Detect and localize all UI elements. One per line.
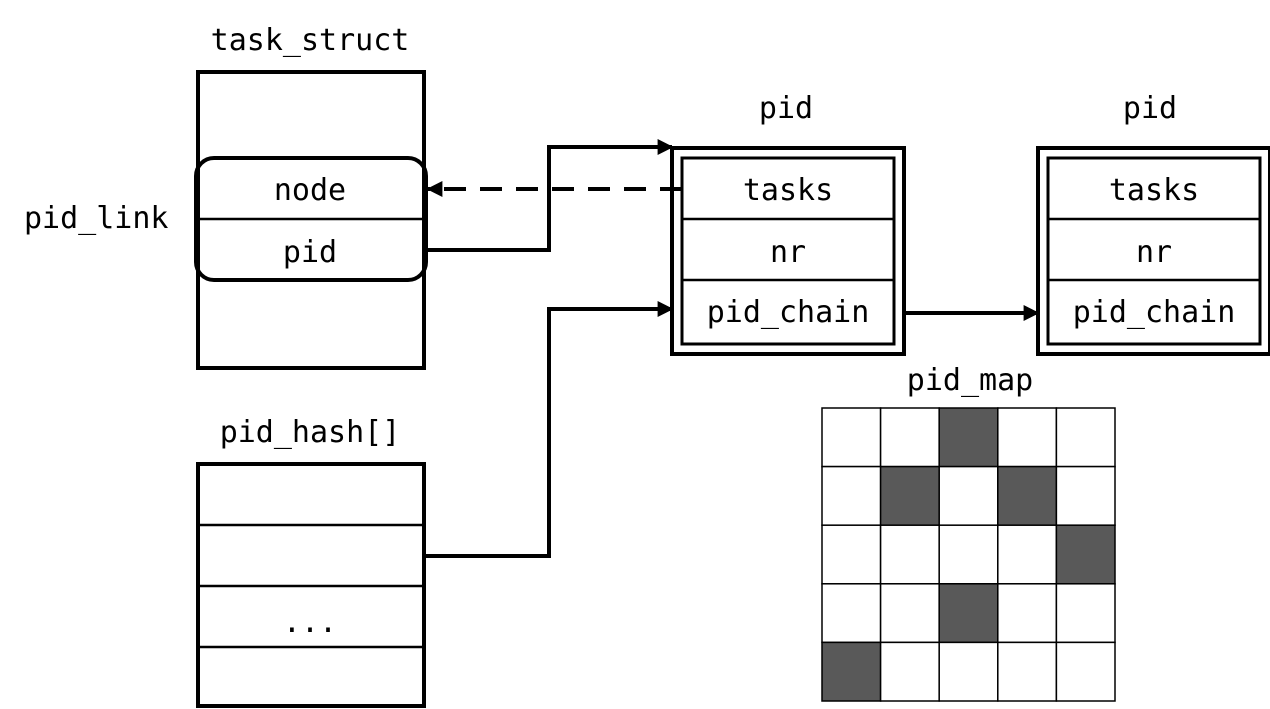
pid-map-cell-free <box>879 583 940 644</box>
pid-map-cell-free <box>821 407 882 468</box>
field-pid: pid <box>283 235 337 270</box>
pid-map-cell-used <box>997 465 1058 526</box>
pid-to-pid-node-arrow <box>426 139 674 252</box>
pid-node-2-pid-chain: pid_chain <box>1073 295 1236 330</box>
pid-node-2-outer <box>1036 146 1270 356</box>
pid-hash-title: pid_hash[] <box>220 415 401 450</box>
pid-map-cell-free <box>879 407 940 468</box>
pid-map-cell-free <box>997 583 1058 644</box>
pid-node-2-nr: nr <box>1136 235 1172 270</box>
pid-map-cell-free <box>821 583 882 644</box>
pid-map-cell-free <box>1055 465 1116 526</box>
task-struct-title: task_struct <box>211 23 410 58</box>
pid-map-cell-free <box>938 524 999 585</box>
pid-node-2-title: pid <box>1123 91 1177 126</box>
pid-link-outline <box>194 156 428 282</box>
pid-node-1-outer <box>670 146 906 356</box>
pid-map-cell-free <box>1055 641 1116 702</box>
pid-hash: pid_hash[] ... <box>196 415 426 708</box>
pid-map: pid_map <box>821 363 1116 702</box>
pid-node-1-pid-chain: pid_chain <box>707 295 870 330</box>
pid-map-cell-free <box>821 524 882 585</box>
pid-map-cell-used <box>879 465 940 526</box>
pid-map-cell-free <box>997 524 1058 585</box>
pid-node-1-tasks: tasks <box>743 173 833 208</box>
pid-node-2: pid tasks nr pid_chain <box>1036 91 1270 356</box>
pid-map-cell-free <box>1055 583 1116 644</box>
pid-map-grid <box>821 407 1116 702</box>
pid-node-2-tasks: tasks <box>1109 173 1199 208</box>
pid-node-1-nr: nr <box>770 235 806 270</box>
pid-hash-ellipsis: ... <box>283 605 337 640</box>
pid-map-cell-used <box>821 641 882 702</box>
pid-map-cell-free <box>879 641 940 702</box>
pid-map-cell-free <box>879 524 940 585</box>
pid-link-label: pid_link <box>24 201 169 236</box>
pid-node-1-title: pid <box>759 91 813 126</box>
pid-map-cell-free <box>997 407 1058 468</box>
pid-map-cell-used <box>938 407 999 468</box>
pid-node-1: pid tasks nr pid_chain <box>670 91 906 356</box>
pid-map-cell-free <box>938 465 999 526</box>
field-node: node <box>274 173 346 208</box>
pid-map-cell-free <box>1055 407 1116 468</box>
pid-map-cell-free <box>938 641 999 702</box>
pid-map-cell-free <box>821 465 882 526</box>
pid-map-cell-used <box>938 583 999 644</box>
pid-hash-to-pid-chain-arrow <box>426 301 674 558</box>
pid-node-2-inner <box>1046 156 1262 346</box>
task-struct: task_struct node pid pid_link <box>24 23 428 370</box>
pid-map-cell-used <box>1055 524 1116 585</box>
pid-map-title: pid_map <box>907 363 1033 398</box>
pid-map-cell-free <box>997 641 1058 702</box>
pid-node-1-inner <box>680 156 896 346</box>
